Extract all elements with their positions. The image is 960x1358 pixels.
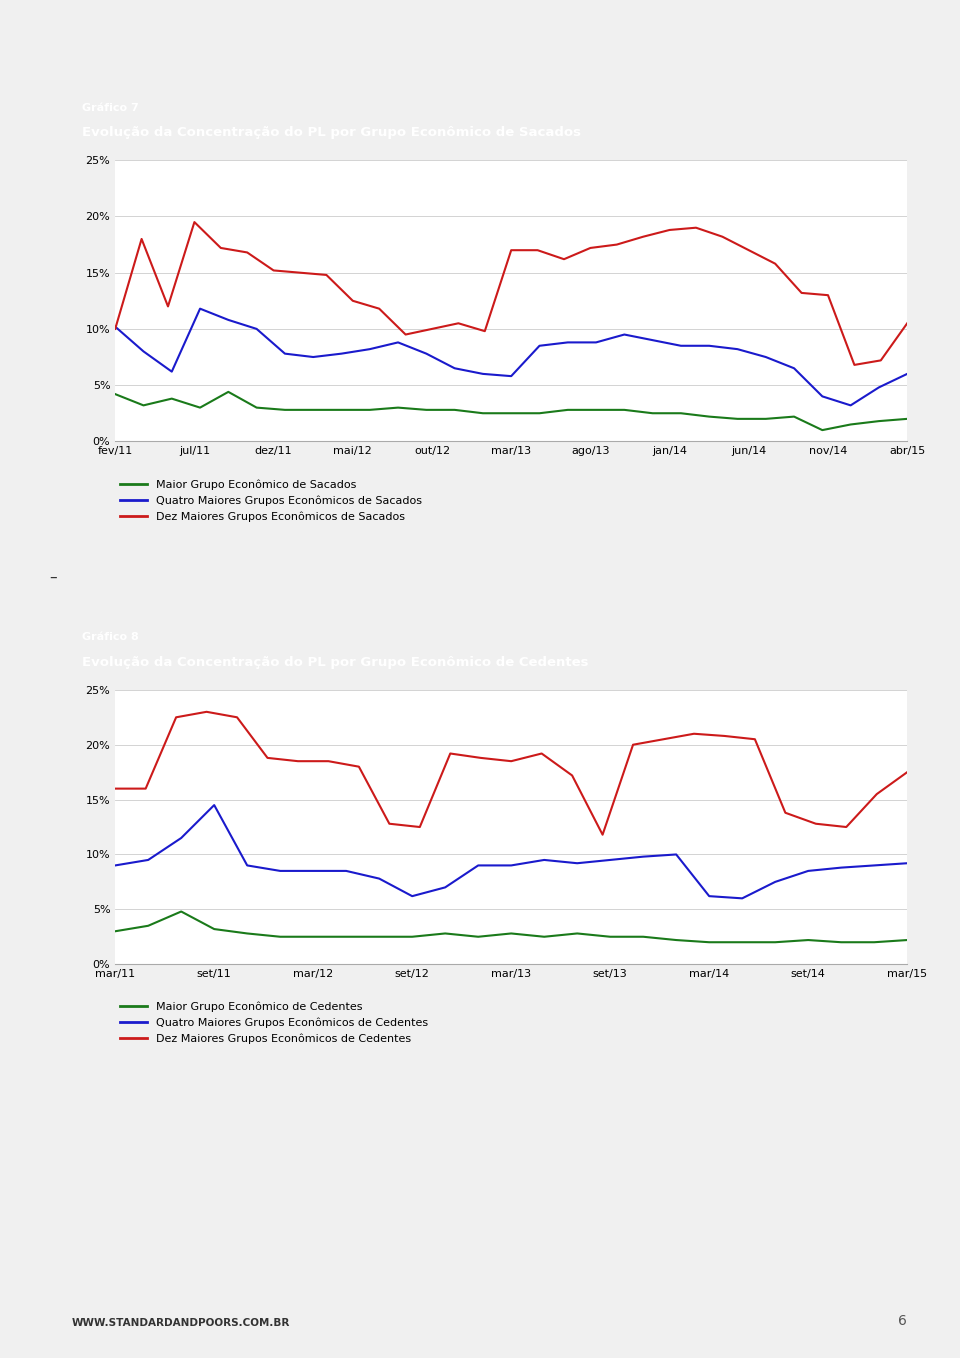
Text: WWW.STANDARDANDPOORS.COM.BR: WWW.STANDARDANDPOORS.COM.BR <box>72 1319 290 1328</box>
Text: Evolução da Concentração do PL por Grupo Econômico de Sacados: Evolução da Concentração do PL por Grupo… <box>83 126 581 139</box>
Text: Gráfico 7: Gráfico 7 <box>83 103 139 113</box>
Legend: Maior Grupo Econômico de Sacados, Quatro Maiores Grupos Econômicos de Sacados, D: Maior Grupo Econômico de Sacados, Quatro… <box>115 475 427 527</box>
Legend: Maior Grupo Econômico de Cedentes, Quatro Maiores Grupos Econômicos de Cedentes,: Maior Grupo Econômico de Cedentes, Quatr… <box>115 997 433 1048</box>
Text: Gráfico 8: Gráfico 8 <box>83 633 139 642</box>
Text: Evolução da Concentração do PL por Grupo Econômico de Cedentes: Evolução da Concentração do PL por Grupo… <box>83 656 588 668</box>
Text: –: – <box>49 569 57 585</box>
Text: 6: 6 <box>899 1315 907 1328</box>
